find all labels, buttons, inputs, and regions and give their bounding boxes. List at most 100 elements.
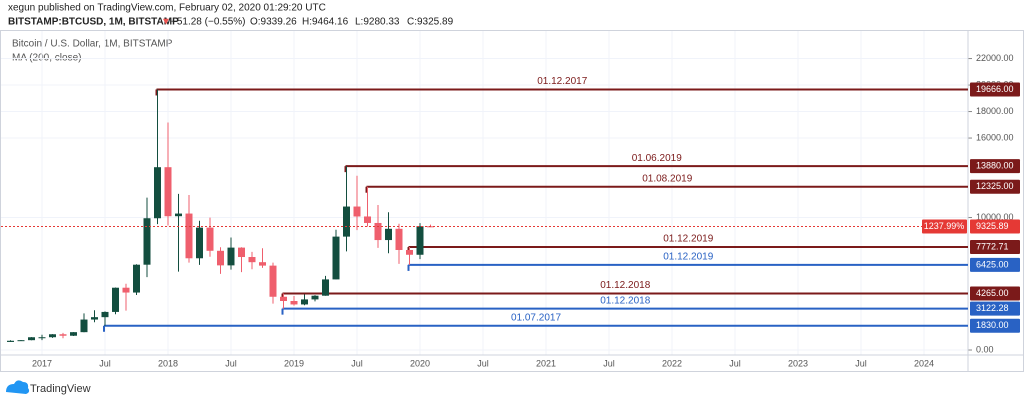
level-date: 01.06.2019	[632, 153, 682, 164]
candle-body	[395, 228, 403, 250]
level-date: 01.08.2019	[642, 173, 692, 184]
candle-body	[206, 227, 214, 251]
price-box	[970, 318, 1020, 333]
x-tick-label: 2020	[410, 358, 430, 368]
level-date: 01.12.2018	[600, 295, 650, 306]
candle-body	[91, 317, 98, 320]
candle-body	[280, 296, 287, 301]
x-tick-label: 2022	[662, 358, 682, 368]
price-label: 3122.28	[976, 303, 1009, 313]
ohlc-high: H:9464.16	[302, 17, 349, 28]
price-box	[970, 179, 1020, 194]
level-date: 01.12.2019	[663, 234, 713, 245]
ohlc-close: C:9325.89	[407, 17, 454, 28]
candle-body	[385, 228, 392, 241]
level-date: 01.12.2017	[537, 76, 587, 87]
candle-body	[59, 334, 67, 336]
candle-body	[185, 213, 193, 259]
price-label: 9325.89	[976, 221, 1009, 231]
candle-body	[364, 216, 371, 223]
price-label: 19666.00	[976, 84, 1014, 94]
candle-body	[7, 340, 14, 342]
price-label: 12325.00	[976, 181, 1014, 191]
level-date: 01.12.2018	[600, 280, 650, 291]
candle-body	[143, 218, 151, 265]
ohlc-open: O:9339.26	[250, 17, 297, 28]
change-arrow: ▼	[161, 17, 171, 28]
price-label: 4265.00	[976, 288, 1009, 298]
x-tick-label: Jul	[855, 358, 867, 368]
y-tick-label: 22000.00	[976, 53, 1014, 63]
x-tick-label: 2024	[914, 358, 934, 368]
price-box	[970, 257, 1020, 272]
price-label: 7772.71	[976, 241, 1009, 251]
candle-body	[301, 299, 308, 305]
candle-body	[374, 222, 382, 241]
y-tick-label: 0.00	[976, 344, 994, 354]
candle-body	[101, 311, 109, 318]
change-box	[922, 219, 967, 234]
candle-body	[49, 334, 56, 338]
candle-body	[322, 279, 329, 296]
level-date: 01.07.2017	[511, 312, 561, 323]
y-tick-label: 18000.00	[976, 106, 1014, 116]
symbol: BITSTAMP:BTCUSD, 1M, BITSTAMP	[8, 17, 179, 28]
price-box	[970, 240, 1020, 255]
candle-body	[80, 319, 88, 333]
candle-body	[17, 340, 25, 342]
x-tick-label: Jul	[225, 358, 237, 368]
brand: TradingView	[30, 383, 91, 395]
candle-body	[332, 236, 340, 280]
x-tick-label: Jul	[477, 358, 489, 368]
logo	[6, 380, 30, 394]
x-tick-label: Jul	[351, 358, 363, 368]
candle-body	[28, 337, 35, 341]
candle-body	[290, 301, 298, 305]
x-tick-label: Jul	[99, 358, 111, 368]
x-tick-label: Jul	[603, 358, 615, 368]
x-tick-label: Jul	[729, 358, 741, 368]
price-box	[970, 82, 1020, 97]
price-label: 6425.00	[976, 259, 1009, 269]
candle-body	[70, 332, 77, 336]
candle-body	[154, 167, 161, 219]
candle-body	[311, 295, 319, 300]
candle-body	[353, 206, 361, 217]
price-label: 13880.00	[976, 161, 1014, 171]
candle-body	[196, 227, 203, 259]
candle-body	[175, 213, 182, 217]
candle-body	[238, 247, 245, 258]
price-box	[970, 159, 1020, 174]
candle-body	[416, 226, 424, 255]
change: −51.28 (−0.55%)	[171, 17, 246, 28]
candle-body	[112, 287, 119, 312]
candle-body	[38, 337, 46, 339]
candle-body	[227, 247, 235, 266]
x-tick-label: 2017	[32, 358, 52, 368]
candle-body	[122, 287, 130, 293]
candle-body	[343, 206, 350, 237]
x-tick-label: 2023	[788, 358, 808, 368]
y-tick-label: 16000.00	[976, 132, 1014, 142]
candle-body	[217, 250, 224, 266]
y-tick-label: 10000.00	[976, 212, 1014, 222]
publisher: xegun published on TradingView.com, Febr…	[8, 3, 326, 14]
price-box	[970, 301, 1020, 316]
change-label: 1237.99%	[924, 221, 965, 231]
price-box	[970, 286, 1020, 301]
level-date: 01.12.2019	[663, 252, 713, 263]
candle-body	[269, 265, 277, 297]
x-tick-label: 2019	[284, 358, 304, 368]
x-tick-label: 2018	[158, 358, 178, 368]
candle-body	[259, 262, 266, 266]
x-tick-label: 2021	[536, 358, 556, 368]
candle-body	[248, 257, 256, 263]
candle-body	[164, 167, 172, 217]
price-label: 1830.00	[976, 320, 1009, 330]
chart-title: Bitcoin / U.S. Dollar, 1M, BITSTAMP	[12, 39, 173, 50]
price-box	[970, 219, 1020, 234]
candle-body	[133, 264, 140, 293]
